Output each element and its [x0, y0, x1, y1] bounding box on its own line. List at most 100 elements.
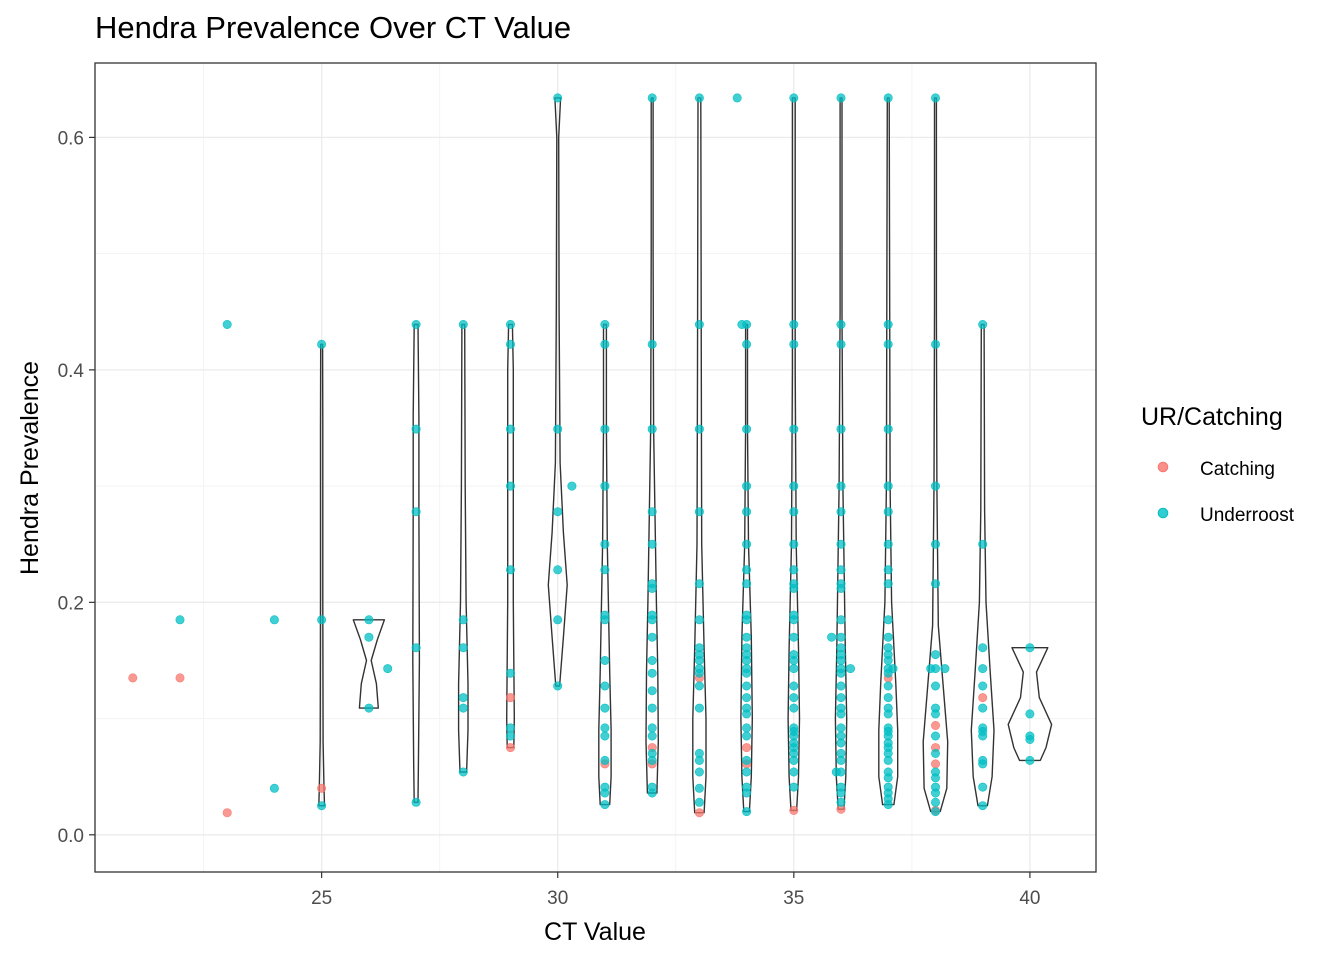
point-underroost: [978, 539, 988, 549]
point-underroost: [694, 767, 704, 777]
point-underroost: [789, 319, 799, 329]
point-underroost: [789, 539, 799, 549]
point-underroost: [600, 339, 610, 349]
point-underroost: [505, 481, 515, 491]
point-underroost: [411, 319, 421, 329]
point-underroost: [647, 507, 657, 517]
point-catching: [742, 743, 752, 753]
violins: [318, 97, 1053, 814]
point-underroost: [883, 93, 893, 103]
point-underroost: [600, 755, 610, 765]
point-underroost: [600, 703, 610, 713]
point-underroost: [694, 783, 704, 793]
point-underroost: [978, 319, 988, 329]
point-underroost: [647, 731, 657, 741]
panel-border: [94, 62, 1097, 873]
point-underroost: [883, 615, 893, 625]
point-underroost: [930, 788, 940, 798]
point-underroost: [694, 681, 704, 691]
point-underroost: [827, 632, 837, 642]
point-underroost: [411, 643, 421, 653]
point-underroost: [836, 339, 846, 349]
point-underroost: [505, 339, 515, 349]
point-underroost: [742, 755, 752, 765]
point-underroost: [883, 319, 893, 329]
point-underroost: [978, 759, 988, 769]
point-underroost: [789, 693, 799, 703]
point-underroost: [930, 650, 940, 660]
point-underroost: [1025, 643, 1035, 653]
point-underroost: [647, 655, 657, 665]
point-underroost: [600, 731, 610, 741]
point-underroost: [789, 93, 799, 103]
point-underroost: [845, 664, 855, 674]
point-underroost: [317, 615, 327, 625]
point-underroost: [553, 681, 563, 691]
point-underroost: [930, 539, 940, 549]
point-underroost: [883, 632, 893, 642]
point-underroost: [505, 565, 515, 575]
point-underroost: [883, 339, 893, 349]
x-tick-label: 30: [547, 888, 568, 909]
point-underroost: [458, 319, 468, 329]
point-catching: [505, 693, 515, 703]
point-underroost: [364, 632, 374, 642]
point-underroost: [836, 565, 846, 575]
point-underroost: [647, 686, 657, 696]
point-catching: [317, 783, 327, 793]
point-catching: [978, 693, 988, 703]
point-underroost: [647, 339, 657, 349]
point-underroost: [883, 800, 893, 810]
legend-label-underroost: Underroost: [1200, 505, 1295, 526]
point-underroost: [600, 800, 610, 810]
point-underroost: [883, 424, 893, 434]
point-underroost: [883, 507, 893, 517]
point-underroost: [458, 615, 468, 625]
point-catching: [789, 805, 799, 815]
y-tick-label: 0.4: [58, 361, 85, 382]
point-underroost: [742, 709, 752, 719]
point-underroost: [647, 539, 657, 549]
point-underroost: [600, 481, 610, 491]
point-underroost: [883, 709, 893, 719]
point-underroost: [836, 615, 846, 625]
point-underroost: [836, 481, 846, 491]
point-underroost: [836, 723, 846, 733]
point-catching: [930, 720, 940, 730]
point-underroost: [930, 579, 940, 589]
point-underroost: [930, 681, 940, 691]
point-underroost: [600, 723, 610, 733]
point-underroost: [222, 319, 232, 329]
point-underroost: [978, 664, 988, 674]
point-underroost: [647, 93, 657, 103]
point-underroost: [694, 668, 704, 678]
point-underroost: [789, 424, 799, 434]
point-underroost: [742, 424, 752, 434]
point-underroost: [694, 579, 704, 589]
point-underroost: [836, 681, 846, 691]
point-underroost: [883, 655, 893, 665]
x-axis: 25 30 35 40: [311, 872, 1040, 909]
point-underroost: [930, 748, 940, 758]
point-underroost: [742, 319, 752, 329]
point-underroost: [647, 755, 657, 765]
point-underroost: [836, 709, 846, 719]
point-catching: [694, 808, 704, 818]
point-underroost: [930, 339, 940, 349]
point-catching: [505, 743, 515, 753]
point-underroost: [930, 731, 940, 741]
point-underroost: [647, 788, 657, 798]
point-underroost: [940, 664, 950, 674]
point-underroost: [836, 319, 846, 329]
point-underroost: [836, 424, 846, 434]
point-underroost: [553, 615, 563, 625]
point-underroost: [930, 773, 940, 783]
point-underroost: [647, 723, 657, 733]
violin-36: [834, 97, 848, 810]
point-underroost: [411, 797, 421, 807]
point-underroost: [742, 579, 752, 589]
point-underroost: [175, 615, 185, 625]
violin-26: [352, 619, 386, 709]
point-underroost: [553, 507, 563, 517]
point-underroost: [836, 755, 846, 765]
